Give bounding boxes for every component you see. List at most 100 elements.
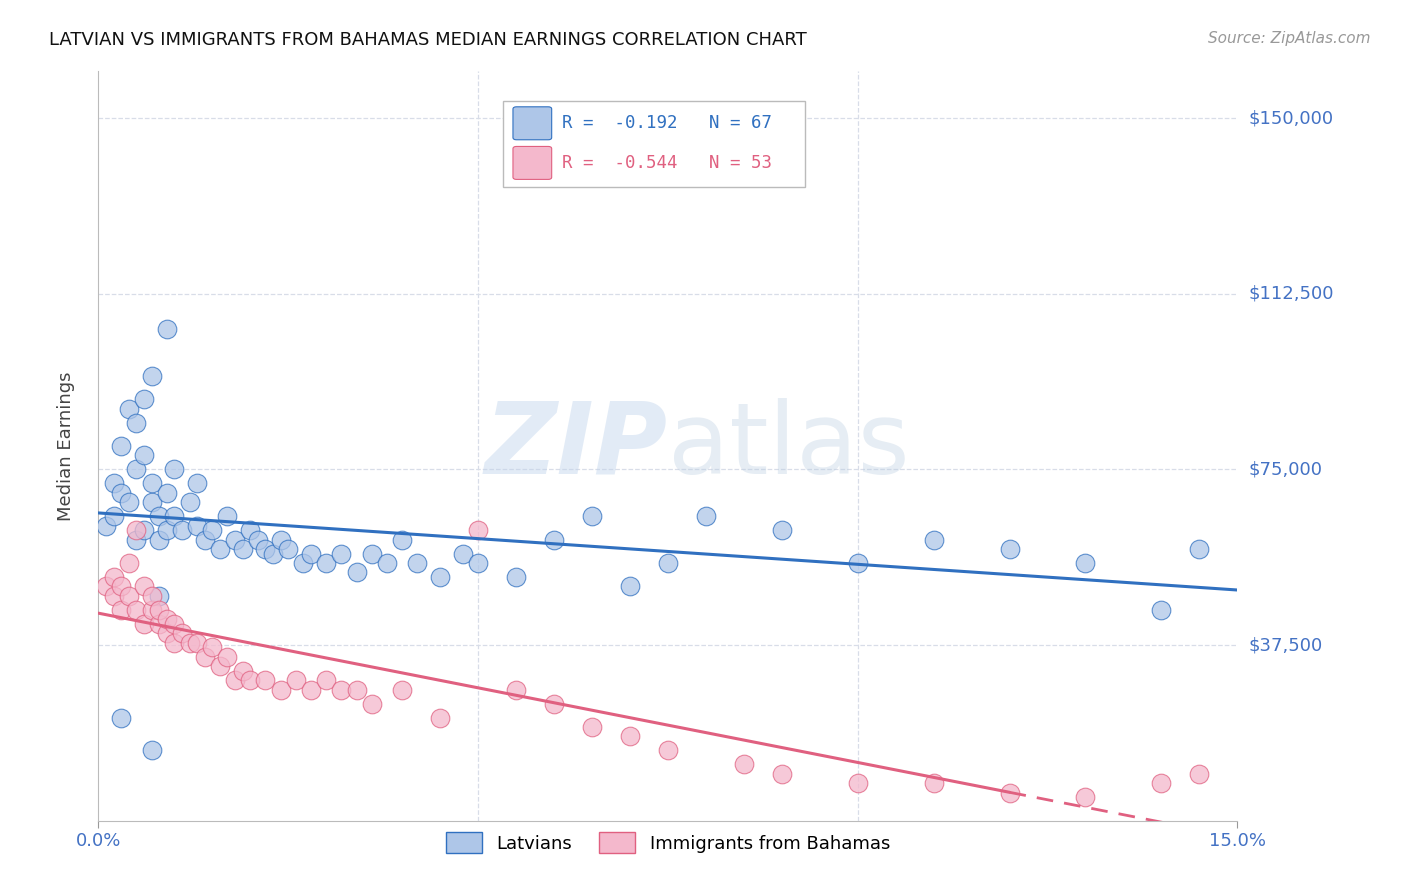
Point — [125, 523, 148, 537]
Point — [505, 682, 527, 697]
Text: $150,000: $150,000 — [1249, 109, 1333, 128]
Point — [148, 533, 170, 547]
Point — [277, 542, 299, 557]
Point — [125, 416, 148, 430]
Point — [375, 556, 398, 570]
Point — [103, 570, 125, 584]
FancyBboxPatch shape — [503, 102, 804, 187]
Point — [657, 556, 679, 570]
Point — [1150, 603, 1173, 617]
Point — [148, 603, 170, 617]
Point — [406, 556, 429, 570]
Point — [156, 322, 179, 336]
Point — [194, 649, 217, 664]
Point — [846, 776, 869, 790]
Point — [232, 664, 254, 678]
Point — [270, 533, 292, 547]
Point — [186, 476, 208, 491]
Text: $112,500: $112,500 — [1249, 285, 1334, 302]
Point — [208, 659, 231, 673]
Point — [163, 635, 186, 649]
Point — [141, 368, 163, 383]
Point — [186, 635, 208, 649]
Point — [346, 682, 368, 697]
Point — [156, 612, 179, 626]
Point — [141, 603, 163, 617]
Point — [770, 767, 793, 781]
Point — [543, 697, 565, 711]
Point — [94, 518, 117, 533]
Point — [998, 786, 1021, 800]
Point — [170, 626, 193, 640]
Point — [770, 523, 793, 537]
Point — [148, 589, 170, 603]
Point — [179, 495, 201, 509]
Point — [360, 547, 382, 561]
Point — [110, 439, 132, 453]
Point — [232, 542, 254, 557]
Point — [179, 635, 201, 649]
Point — [429, 570, 451, 584]
Point — [299, 547, 322, 561]
Point — [125, 603, 148, 617]
Point — [505, 570, 527, 584]
Y-axis label: Median Earnings: Median Earnings — [56, 371, 75, 521]
Point — [360, 697, 382, 711]
Point — [846, 556, 869, 570]
Point — [125, 533, 148, 547]
Point — [118, 556, 141, 570]
Point — [186, 518, 208, 533]
Point — [299, 682, 322, 697]
Point — [118, 401, 141, 416]
Point — [451, 547, 474, 561]
Point — [270, 682, 292, 697]
Point — [1188, 542, 1211, 557]
Text: ZIP: ZIP — [485, 398, 668, 494]
Point — [391, 682, 413, 697]
Point — [132, 617, 155, 632]
Text: R =  -0.544   N = 53: R = -0.544 N = 53 — [562, 154, 772, 172]
Text: Source: ZipAtlas.com: Source: ZipAtlas.com — [1208, 31, 1371, 46]
Point — [132, 449, 155, 463]
Point — [163, 462, 186, 476]
Point — [163, 617, 186, 632]
Text: atlas: atlas — [668, 398, 910, 494]
Point — [657, 743, 679, 757]
Point — [110, 485, 132, 500]
Point — [391, 533, 413, 547]
Point — [254, 673, 277, 688]
Point — [922, 776, 945, 790]
Point — [581, 720, 603, 734]
Point — [292, 556, 315, 570]
Point — [141, 495, 163, 509]
Text: $37,500: $37,500 — [1249, 636, 1323, 654]
Point — [141, 476, 163, 491]
Point — [224, 533, 246, 547]
Point — [619, 730, 641, 744]
Point — [262, 547, 284, 561]
Text: LATVIAN VS IMMIGRANTS FROM BAHAMAS MEDIAN EARNINGS CORRELATION CHART: LATVIAN VS IMMIGRANTS FROM BAHAMAS MEDIA… — [49, 31, 807, 49]
Point — [239, 523, 262, 537]
Point — [170, 523, 193, 537]
Point — [467, 523, 489, 537]
Point — [141, 743, 163, 757]
Point — [315, 556, 337, 570]
Point — [346, 566, 368, 580]
Text: R =  -0.192   N = 67: R = -0.192 N = 67 — [562, 114, 772, 132]
Text: $75,000: $75,000 — [1249, 460, 1323, 478]
Point — [148, 617, 170, 632]
Point — [1150, 776, 1173, 790]
Point — [208, 542, 231, 557]
Point — [132, 392, 155, 407]
Point — [103, 589, 125, 603]
Point — [581, 509, 603, 524]
Point — [239, 673, 262, 688]
FancyBboxPatch shape — [513, 146, 551, 179]
Point — [619, 580, 641, 594]
Point — [543, 533, 565, 547]
Point — [110, 603, 132, 617]
Point — [194, 533, 217, 547]
Point — [254, 542, 277, 557]
Point — [284, 673, 307, 688]
Point — [103, 509, 125, 524]
